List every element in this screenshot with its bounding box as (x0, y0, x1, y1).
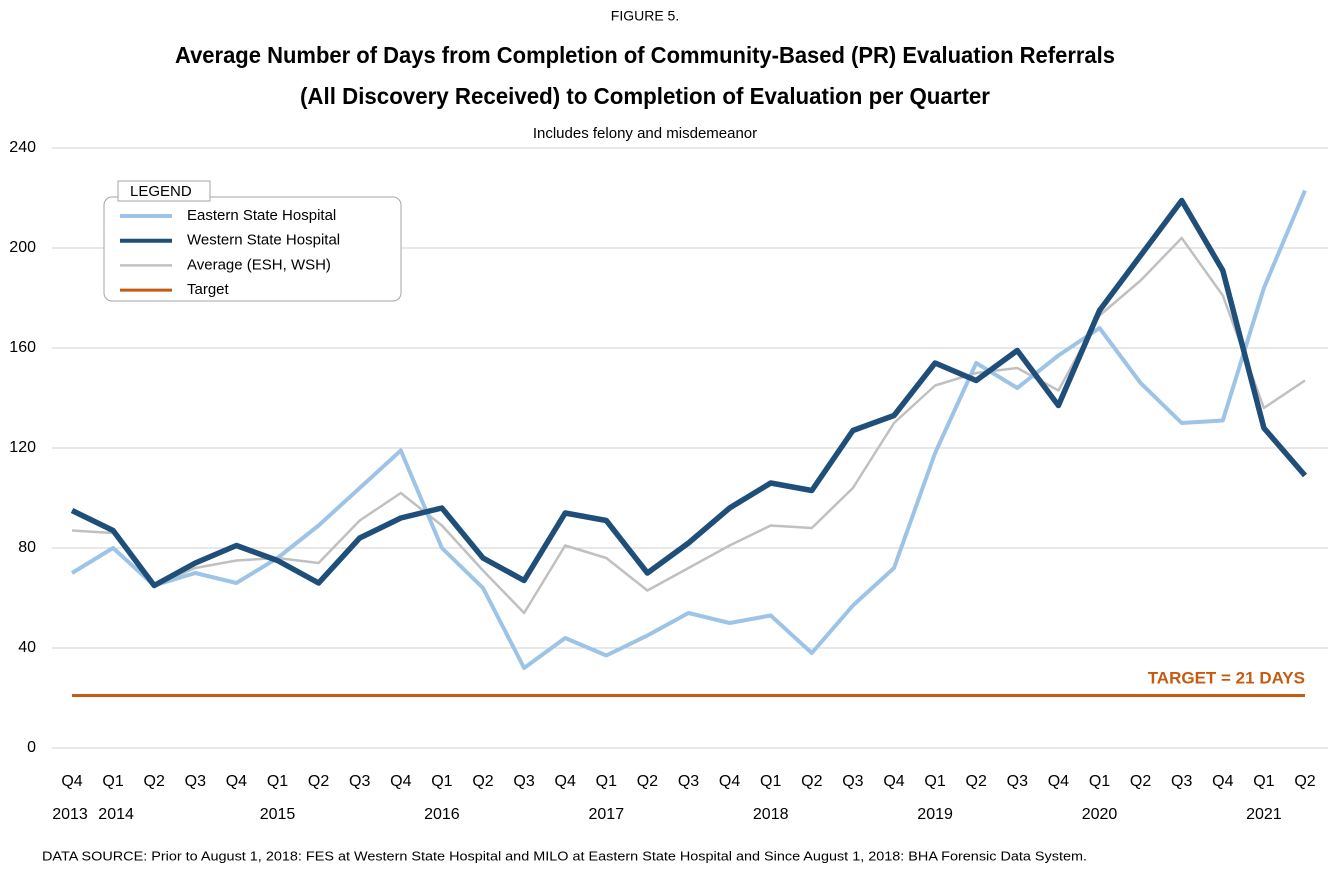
x-tick-label: Q4 (719, 773, 740, 790)
x-tick-label: Q3 (185, 773, 206, 790)
series-line (70, 197, 1308, 589)
y-tick-label: 200 (9, 239, 36, 256)
x-tick-label: Q3 (1171, 773, 1192, 790)
legend-label: Target (187, 281, 230, 298)
legend-title-bg (117, 180, 211, 202)
x-group-label: 2017 (589, 806, 625, 823)
legend-label: Western State Hospital (187, 232, 340, 249)
x-tick-label: Q3 (678, 773, 699, 790)
x-tick-label: Q3 (349, 773, 370, 790)
x-group-label: 2021 (1246, 806, 1282, 823)
x-tick-label: Q2 (637, 773, 658, 790)
legend-box (103, 196, 402, 302)
x-tick-label: Q4 (1048, 773, 1069, 790)
y-tick-label: 40 (18, 639, 36, 656)
chart-subtitle: Includes felony and misdemeanor (533, 125, 757, 142)
x-tick-label: Q3 (1007, 773, 1028, 790)
source-note: DATA SOURCE: Prior to August 1, 2018: FE… (42, 848, 1087, 863)
y-tick-label: 0 (27, 739, 36, 756)
x-tick-label: Q2 (966, 773, 987, 790)
x-tick-label: Q4 (226, 773, 247, 790)
x-tick-label: Q1 (102, 773, 123, 790)
x-tick-label: Q1 (760, 773, 781, 790)
x-tick-label: Q4 (1212, 773, 1233, 790)
x-tick-label: Q3 (513, 773, 534, 790)
x-tick-label: Q2 (1130, 773, 1151, 790)
x-tick-label: Q1 (431, 773, 452, 790)
x-tick-label: Q1 (924, 773, 945, 790)
x-tick-label: Q2 (801, 773, 822, 790)
x-tick-label: Q1 (1253, 773, 1274, 790)
x-tick-label: Q1 (267, 773, 288, 790)
x-tick-label: Q4 (61, 773, 82, 790)
x-group-label: 2013 (52, 806, 88, 823)
chart-title: (All Discovery Received) to Completion o… (300, 83, 990, 109)
y-tick-label: 120 (9, 439, 36, 456)
x-tick-label: Q2 (1294, 773, 1315, 790)
figure-label: FIGURE 5. (611, 8, 679, 24)
x-tick-label: Q2 (472, 773, 493, 790)
x-tick-label: Q4 (883, 773, 904, 790)
y-tick-label: 80 (18, 539, 36, 556)
x-group-label: 2015 (260, 806, 296, 823)
y-tick-label: 160 (9, 339, 36, 356)
x-tick-label: Q4 (555, 773, 576, 790)
legend-title: LEGEND (130, 183, 192, 200)
target-annotation: TARGET = 21 DAYS (1148, 668, 1305, 687)
x-tick-label: Q1 (596, 773, 617, 790)
x-group-label: 2014 (98, 806, 134, 823)
x-group-label: 2020 (1082, 806, 1118, 823)
x-tick-label: Q4 (390, 773, 411, 790)
chart-title: Average Number of Days from Completion o… (175, 42, 1115, 68)
legend-label: Eastern State Hospital (187, 207, 336, 224)
x-group-label: 2018 (753, 806, 789, 823)
x-tick-label: Q1 (1089, 773, 1110, 790)
x-tick-label: Q2 (144, 773, 165, 790)
y-tick-label: 240 (9, 139, 36, 156)
x-group-label: 2016 (424, 806, 460, 823)
x-tick-label: Q2 (308, 773, 329, 790)
legend-label: Average (ESH, WSH) (187, 256, 331, 273)
x-group-label: 2019 (917, 806, 953, 823)
x-tick-label: Q3 (842, 773, 863, 790)
